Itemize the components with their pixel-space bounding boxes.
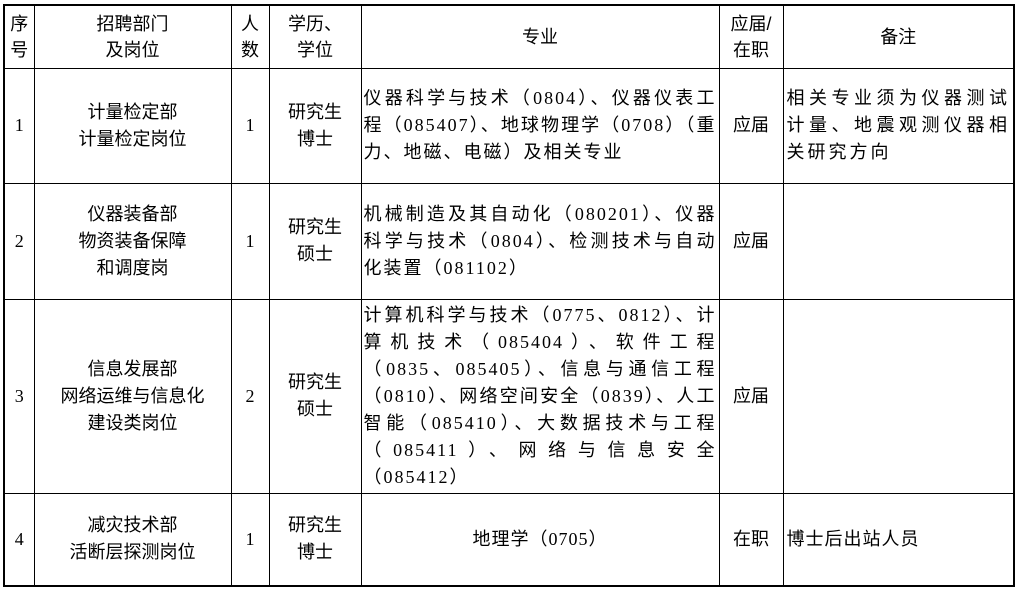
- cell-count: 1: [230, 67, 270, 184]
- cell-major: 仪器科学与技术（0804）、仪器仪表工程（085407）、地球物理学（0708）…: [360, 67, 720, 184]
- table-row: 2 仪器装备部 物资装备保障 和调度岗 1 研究生 硕士 机械制造及其自动化（0…: [3, 182, 1015, 300]
- cell-note: [782, 298, 1015, 494]
- header-note: 备注: [782, 4, 1015, 69]
- cell-department: 仪器装备部 物资装备保障 和调度岗: [33, 182, 232, 300]
- cell-degree: 研究生 博士: [268, 492, 362, 587]
- cell-status: 应届: [718, 298, 784, 494]
- cell-department: 减灾技术部 活断层探测岗位: [33, 492, 232, 587]
- cell-department: 信息发展部 网络运维与信息化 建设类岗位: [33, 298, 232, 494]
- cell-status: 应届: [718, 67, 784, 184]
- cell-note: [782, 182, 1015, 300]
- cell-major: 机械制造及其自动化（080201）、仪器科学与技术（0804）、检测技术与自动化…: [360, 182, 720, 300]
- cell-index: 4: [3, 492, 35, 587]
- cell-degree: 研究生 硕士: [268, 182, 362, 300]
- cell-major: 地理学（0705）: [360, 492, 720, 587]
- recruitment-table: 序 号 招聘部门 及岗位 人 数 学历、 学位 专业 应届/ 在职 备注 1 计…: [3, 4, 1015, 587]
- cell-status: 在职: [718, 492, 784, 587]
- cell-count: 1: [230, 182, 270, 300]
- table-header: 序 号 招聘部门 及岗位 人 数 学历、 学位 专业 应届/ 在职 备注: [3, 4, 1015, 69]
- table-row: 1 计量检定部 计量检定岗位 1 研究生 博士 仪器科学与技术（0804）、仪器…: [3, 67, 1015, 184]
- header-department: 招聘部门 及岗位: [33, 4, 232, 69]
- header-status: 应届/ 在职: [718, 4, 784, 69]
- cell-note: 相关专业须为仪器测试计量、地震观测仪器相关研究方向: [782, 67, 1015, 184]
- cell-status: 应届: [718, 182, 784, 300]
- header-count: 人 数: [230, 4, 270, 69]
- cell-degree: 研究生 博士: [268, 67, 362, 184]
- header-major: 专业: [360, 4, 720, 69]
- table-body: 1 计量检定部 计量检定岗位 1 研究生 博士 仪器科学与技术（0804）、仪器…: [3, 67, 1015, 587]
- header-degree: 学历、 学位: [268, 4, 362, 69]
- cell-index: 3: [3, 298, 35, 494]
- header-row: 序 号 招聘部门 及岗位 人 数 学历、 学位 专业 应届/ 在职 备注: [3, 4, 1015, 69]
- cell-count: 1: [230, 492, 270, 587]
- cell-note: 博士后出站人员: [782, 492, 1015, 587]
- cell-index: 2: [3, 182, 35, 300]
- cell-count: 2: [230, 298, 270, 494]
- cell-degree: 研究生 硕士: [268, 298, 362, 494]
- table-row: 4 减灾技术部 活断层探测岗位 1 研究生 博士 地理学（0705） 在职 博士…: [3, 492, 1015, 587]
- cell-department: 计量检定部 计量检定岗位: [33, 67, 232, 184]
- table-row: 3 信息发展部 网络运维与信息化 建设类岗位 2 研究生 硕士 计算机科学与技术…: [3, 298, 1015, 494]
- cell-major: 计算机科学与技术（0775、0812）、计算机技术（085404）、软件工程（0…: [360, 298, 720, 494]
- cell-index: 1: [3, 67, 35, 184]
- header-index: 序 号: [3, 4, 35, 69]
